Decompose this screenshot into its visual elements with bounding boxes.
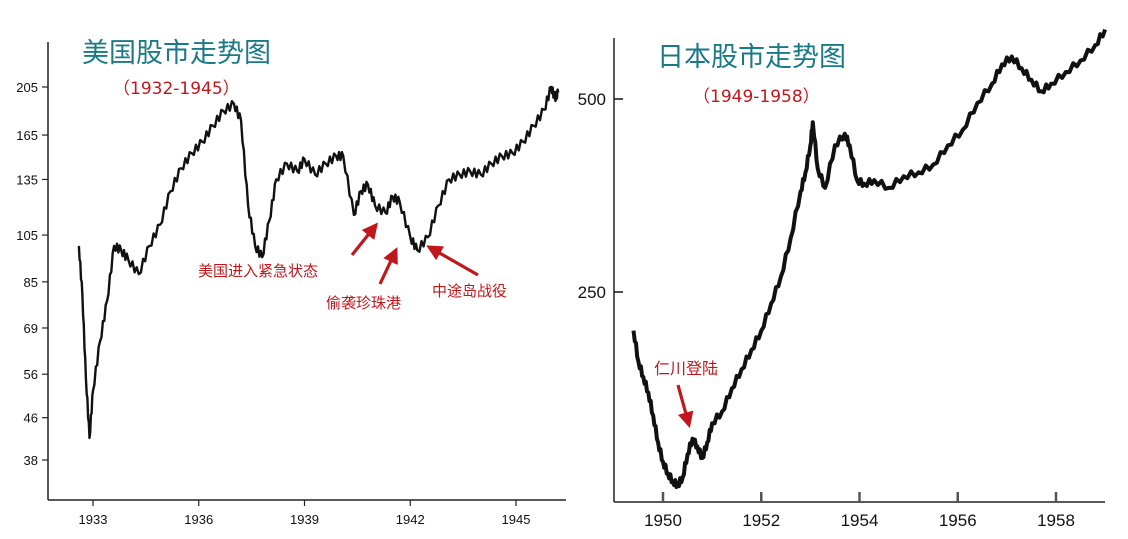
jp-chart-title: 日本股市走势图 [657, 42, 846, 73]
jp-annotation-arrow [676, 384, 694, 429]
us-series-line [77, 85, 560, 440]
jp-annotations: 仁川登陆 [654, 359, 718, 429]
jp-x-tick-label: 1956 [939, 511, 977, 530]
us-y-ticks: 38 46 56 69 85 105 135 165 205 [16, 80, 48, 468]
jp-series-line [631, 28, 1107, 489]
jp-x-tick-label: 1950 [644, 511, 682, 530]
us-y-tick-label: 46 [24, 411, 38, 426]
us-x-tick-label: 1933 [79, 512, 108, 527]
us-y-tick-label: 38 [24, 453, 38, 468]
us-y-tick-label: 56 [24, 367, 38, 382]
us-annotation-label: 中途岛战役 [432, 282, 507, 300]
jp-x-tick-label: 1954 [841, 511, 879, 530]
us-y-tick-label: 135 [16, 172, 38, 187]
us-x-tick-label: 1939 [290, 512, 319, 527]
us-y-tick-label: 85 [24, 275, 38, 290]
us-y-tick-label: 165 [16, 128, 38, 143]
us-x-tick-label: 1945 [502, 512, 531, 527]
jp-annotation-label: 仁川登陆 [654, 359, 718, 378]
jp-y-ticks: 250 500 [578, 90, 623, 302]
us-annotation-arrow [378, 247, 398, 285]
us-x-ticks: 1933 1936 1939 1942 1945 [79, 500, 531, 527]
us-chart-subtitle: （1932-1945） [113, 79, 240, 99]
us-x-tick-label: 1936 [184, 512, 213, 527]
us-annotation-arrow [350, 222, 378, 256]
jp-y-tick-label: 250 [578, 283, 606, 302]
us-y-tick-label: 105 [16, 228, 38, 243]
us-y-tick-label: 69 [24, 321, 38, 336]
jp-chart-subtitle: （1949-1958） [693, 87, 820, 107]
us-x-tick-label: 1942 [396, 512, 425, 527]
jp-x-tick-label: 1958 [1037, 511, 1075, 530]
us-annotation-label: 偷袭珍珠港 [326, 294, 401, 312]
jp-x-tick-label: 1952 [742, 511, 780, 530]
jp-y-tick-label: 500 [578, 90, 606, 109]
jp-x-ticks: 1950 1952 1954 1956 1958 [644, 492, 1075, 530]
us-annotation-arrow [426, 245, 479, 277]
us-chart-title: 美国股市走势图 [82, 38, 271, 69]
us-y-tick-label: 205 [16, 80, 38, 95]
jp-chart: 250 500 1950 1952 1954 1956 1958 日本股市走势图 （194… [578, 28, 1107, 530]
us-annotation-label: 美国进入紧急状态 [198, 262, 318, 280]
